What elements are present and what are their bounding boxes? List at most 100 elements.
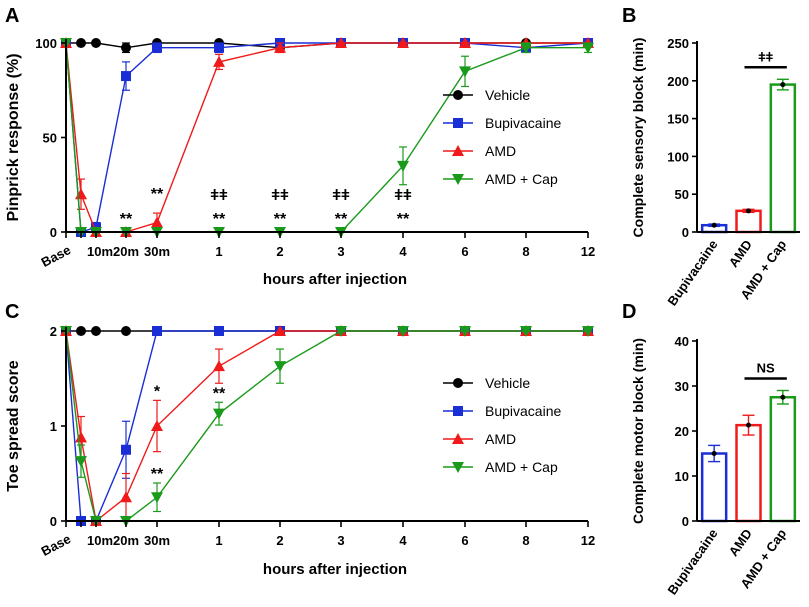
mean-point — [711, 451, 717, 456]
y-tick-label: 50 — [43, 131, 57, 146]
significance-marker: ǂǂ — [210, 187, 228, 204]
legend-label: Bupivacaine — [485, 403, 561, 419]
data-point-amd — [274, 41, 286, 53]
x-tick-label: Base — [39, 242, 73, 270]
x-tick-label: 30m — [144, 244, 170, 259]
x-tick-label: 4 — [399, 244, 407, 259]
legend-label: Bupivacaine — [485, 115, 561, 131]
x-tick-label: 2 — [276, 533, 283, 548]
y-axis-title: Complete sensory block (min) — [630, 38, 646, 238]
data-point-amd — [75, 431, 87, 443]
significance-marker: ǂǂ — [394, 187, 412, 204]
data-point-amd-cap — [75, 456, 87, 468]
significance-label: NS — [757, 361, 775, 376]
data-point-amd — [335, 37, 347, 48]
panel-letter: C — [5, 301, 19, 323]
series-line-bupivacaine — [65, 330, 588, 522]
bar-bupivacaine — [700, 452, 728, 523]
bar-amd-cap — [769, 83, 797, 234]
y-tick-label: 50 — [675, 187, 689, 202]
legend-label: AMD — [485, 431, 516, 447]
x-tick-label: Bupivacaine — [664, 237, 720, 308]
x-tick-label: 10m — [87, 533, 113, 548]
legend-marker-amd — [452, 145, 464, 156]
legend: Vehicle Bupivacaine AMD AMD + Cap — [443, 87, 561, 187]
mean-point — [746, 208, 751, 214]
panel-letter: D — [622, 301, 636, 323]
data-point-amd — [397, 37, 409, 48]
data-point-vehicle — [76, 326, 86, 336]
x-tick-label: 30m — [144, 533, 170, 548]
x-tick-label: 1 — [215, 244, 222, 259]
y-tick-label: 40 — [675, 334, 689, 349]
data-point-amd-cap — [213, 408, 225, 420]
y-tick-label: 20 — [675, 424, 689, 439]
legend-marker-amd-cap — [452, 462, 464, 473]
y-tick-label: 200 — [667, 74, 689, 89]
legend-marker-amd-cap — [452, 174, 464, 185]
data-point-bupivacaine — [214, 326, 224, 336]
data-point-amd-cap — [335, 326, 347, 337]
x-tick-label: 12 — [581, 244, 595, 259]
significance-label: ǂǂ — [758, 49, 774, 64]
x-tick-label: 2 — [276, 244, 283, 259]
data-point-amd-cap — [459, 66, 471, 78]
series-amd — [60, 37, 594, 237]
x-tick-label: AMD — [726, 237, 755, 270]
data-point-vehicle — [76, 38, 86, 48]
legend-marker-amd — [452, 433, 464, 444]
x-tick-label: 10m — [87, 244, 113, 259]
series-line-bupivacaine — [65, 42, 589, 233]
y-axis-title: Toe spread score — [5, 360, 22, 491]
legend-label: Vehicle — [485, 375, 530, 391]
data-point-vehicle — [121, 326, 131, 336]
series-amd-cap — [60, 326, 594, 527]
mean-point — [780, 82, 786, 88]
series-line-amd-cap — [65, 42, 588, 233]
mean-point — [780, 394, 786, 400]
y-tick-label: 10 — [675, 469, 689, 484]
data-point-amd-cap — [151, 492, 163, 504]
mean-point — [711, 222, 717, 228]
series-vehicle — [61, 38, 593, 54]
data-point-amd — [151, 216, 163, 228]
series-line-amd-cap — [65, 330, 588, 522]
legend: Vehicle Bupivacaine AMD AMD + Cap — [443, 375, 561, 475]
x-tick-label: 6 — [461, 244, 468, 259]
y-tick-label: 2 — [50, 324, 57, 339]
x-tick-label: 3 — [337, 533, 344, 548]
significance-marker: ǂǂ — [332, 187, 350, 204]
x-axis-title: hours after injection — [263, 271, 407, 288]
x-tick-label: 1 — [215, 533, 222, 548]
data-point-amd — [120, 491, 132, 503]
significance-marker: ** — [213, 211, 226, 228]
significance-marker: ** — [151, 186, 164, 203]
series-amd-cap — [60, 38, 594, 238]
data-point-amd — [151, 420, 163, 431]
significance-marker: ** — [151, 466, 164, 483]
legend-label: AMD + Cap — [485, 459, 558, 475]
x-tick-label: 3 — [337, 244, 344, 259]
data-point-amd — [213, 360, 225, 372]
data-point-bupivacaine — [152, 42, 162, 53]
x-tick-label: 8 — [522, 244, 529, 259]
data-point-bupivacaine — [152, 326, 162, 336]
data-point-amd — [75, 188, 87, 200]
data-point-vehicle — [91, 38, 101, 48]
significance-marker: ** — [335, 211, 348, 228]
bar-amd-cap — [769, 396, 797, 523]
panel-letter: B — [622, 5, 636, 27]
data-point-bupivacaine — [121, 71, 131, 82]
legend-marker-bupivacaine — [453, 118, 463, 128]
y-tick-label: 1 — [50, 419, 57, 434]
data-point-amd — [459, 37, 471, 48]
significance-marker: ** — [274, 211, 287, 228]
significance-marker: ** — [213, 385, 226, 402]
data-point-amd-cap — [397, 160, 409, 172]
x-tick-label: AMD — [726, 526, 755, 559]
significance-marker: ǂǂ — [271, 187, 289, 204]
bar-amd — [735, 423, 762, 523]
